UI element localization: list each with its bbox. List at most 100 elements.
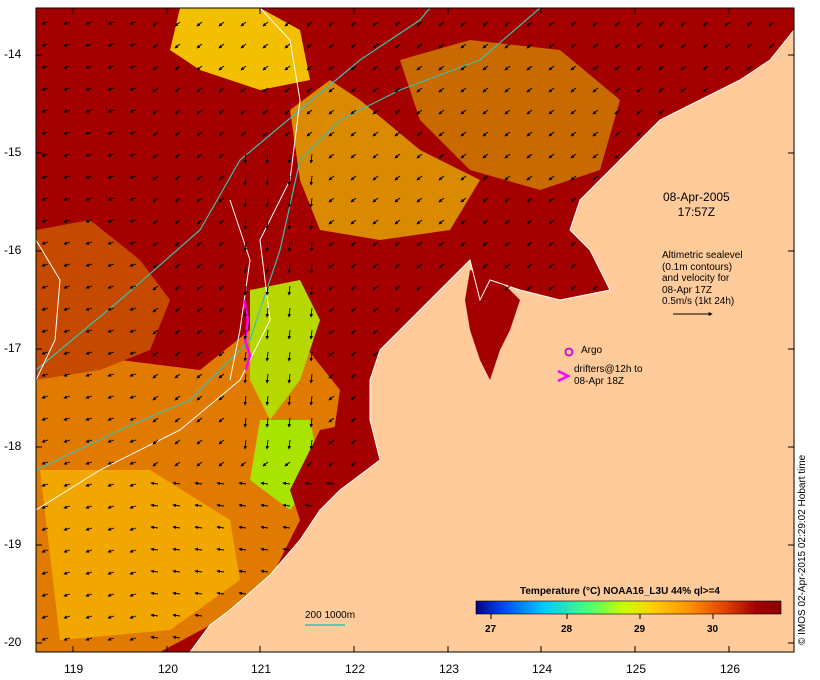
sst-patch-dark-south	[290, 420, 380, 520]
velocity-arrow	[328, 395, 335, 401]
velocity-arrow	[218, 373, 225, 379]
velocity-arrow	[174, 285, 181, 291]
velocity-arrow	[85, 417, 93, 421]
velocity-arrow	[243, 373, 248, 384]
sst-patch-orange-west	[36, 220, 170, 380]
velocity-arrow	[306, 131, 313, 137]
velocity-arrow	[152, 21, 159, 27]
velocity-arrow	[309, 175, 314, 186]
velocity-arrow	[240, 43, 247, 49]
colorbar-tick-label: 30	[707, 624, 719, 635]
velocity-arrow	[416, 65, 423, 71]
velocity-arrow	[174, 241, 181, 247]
velocity-arrow	[63, 197, 71, 201]
velocity-arrow	[152, 329, 159, 335]
velocity-arrow	[570, 65, 577, 71]
velocity-arrow	[172, 547, 181, 552]
velocity-arrow	[702, 21, 709, 27]
velocity-arrow	[243, 395, 248, 406]
velocity-arrow	[768, 43, 775, 49]
velocity-arrow	[41, 615, 49, 619]
velocity-arrow	[680, 65, 687, 71]
velocity-arrow	[526, 21, 533, 27]
velocity-arrow	[174, 197, 181, 203]
velocity-arrow	[129, 65, 137, 69]
velocity-arrow	[548, 87, 555, 93]
velocity-arrow	[216, 547, 225, 552]
velocity-arrow	[243, 439, 248, 450]
velocity-arrow	[63, 593, 71, 597]
velocity-arrow	[570, 43, 577, 49]
velocity-arrow	[658, 65, 665, 71]
velocity-arrow	[284, 461, 291, 467]
velocity-arrow	[504, 109, 511, 115]
velocity-arrow	[350, 219, 357, 225]
velocity-arrow	[350, 263, 357, 269]
velocity-arrow	[262, 109, 269, 115]
velocity-arrow	[328, 351, 335, 357]
velocity-arrow	[372, 153, 379, 159]
velocity-arrow	[174, 263, 181, 269]
velocity-arrow	[284, 43, 291, 49]
velocity-arrow	[196, 307, 203, 313]
velocity-arrow	[265, 307, 270, 318]
velocity-arrow	[218, 197, 225, 203]
drifter-track	[242, 299, 252, 371]
velocity-arrow	[309, 351, 314, 362]
velocity-arrow	[63, 153, 71, 157]
velocity-arrow	[150, 503, 159, 508]
velocity-arrow	[265, 351, 270, 362]
velocity-arrow	[63, 571, 71, 575]
coast-outline	[189, 29, 794, 652]
velocity-arrow	[218, 329, 225, 335]
velocity-arrow	[41, 307, 49, 311]
velocity-arrow	[194, 613, 203, 618]
velocity-arrow	[460, 43, 467, 49]
velocity-arrow	[129, 593, 137, 597]
velocity-arrow	[482, 131, 489, 137]
velocity-arrow	[328, 307, 335, 313]
velocity-arrow	[129, 219, 137, 223]
velocity-arrow	[309, 329, 314, 340]
velocity-arrow	[218, 351, 225, 357]
velocity-arrow	[282, 547, 291, 552]
velocity-arrow	[152, 43, 159, 49]
velocity-arrow	[570, 153, 577, 159]
velocity-arrow	[129, 329, 137, 333]
velocity-arrow	[63, 285, 71, 289]
velocity-arrow	[107, 131, 115, 135]
velocity-arrow	[416, 153, 423, 159]
velocity-arrow	[216, 503, 225, 508]
velocity-arrow	[240, 109, 247, 115]
velocity-arrow	[372, 285, 379, 291]
colorbar-tick-label: 28	[561, 624, 573, 635]
velocity-arrow	[85, 461, 93, 465]
velocity-arrow	[592, 43, 599, 49]
velocity-arrow	[63, 87, 71, 91]
velocity-arrow	[394, 307, 401, 313]
velocity-arrow	[548, 109, 555, 115]
velocity-arrow	[107, 527, 115, 531]
velocity-arrow	[63, 241, 71, 245]
velocity-arrow	[107, 417, 115, 421]
velocity-arrow	[526, 197, 533, 203]
lon-label: 122	[345, 662, 366, 676]
velocity-arrow	[63, 65, 71, 69]
velocity-arrow	[196, 461, 203, 467]
velocity-arrow	[63, 131, 71, 135]
velocity-arrow	[372, 65, 379, 71]
velocity-arrow	[460, 197, 467, 203]
velocity-arrow	[194, 525, 203, 530]
velocity-arrow	[240, 87, 247, 93]
velocity-arrow	[372, 263, 379, 269]
velocity-arrow	[394, 153, 401, 159]
velocity-arrow	[243, 417, 248, 428]
sst-patch-yellow-north	[170, 8, 310, 90]
velocity-arrow	[768, 21, 775, 27]
velocity-arrow	[328, 197, 335, 203]
velocity-arrow	[150, 635, 159, 640]
velocity-arrow	[306, 21, 313, 27]
velocity-arrow	[129, 637, 137, 641]
velocity-arrow	[85, 21, 93, 25]
velocity-arrow	[107, 351, 115, 355]
